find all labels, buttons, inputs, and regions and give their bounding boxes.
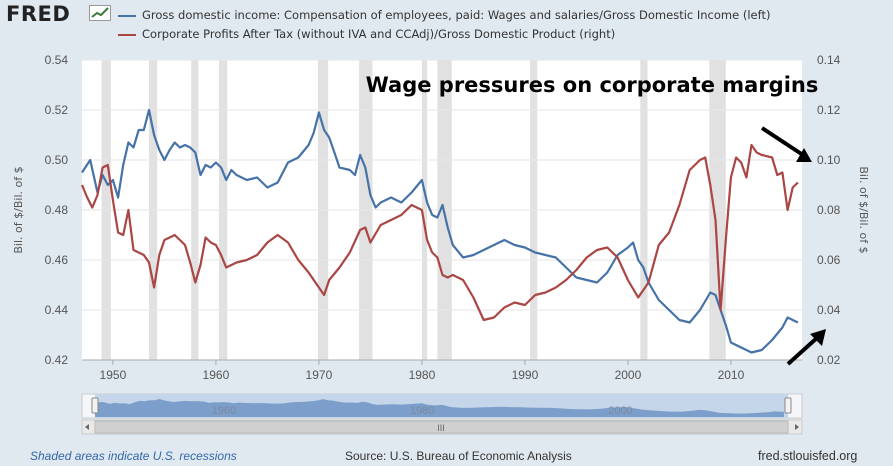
legend-item-profits[interactable]: Corporate Profits After Tax (without IVA…: [118, 27, 615, 41]
plot-area: [80, 59, 802, 361]
y-right-tick-label: 0.06: [817, 253, 841, 267]
x-tick-label: 1950: [100, 368, 127, 382]
series-line-profits: [80, 143, 799, 322]
navigator-handle-right[interactable]: [784, 397, 792, 414]
scrollbar-thumb[interactable]: [94, 420, 789, 434]
fred-logo[interactable]: FRED: [6, 2, 71, 26]
recession-note: Shaded areas indicate U.S. recessions: [30, 449, 237, 463]
y-right-tick-label: 0.10: [817, 153, 841, 167]
y-right-tick-label: 0.04: [817, 303, 841, 317]
x-tick-label: 1970: [306, 368, 333, 382]
chart-title: Wage pressures on corporate margins: [366, 73, 819, 97]
x-tick-label: 1960: [203, 368, 230, 382]
y-axis-right-label: Bil. of $/Bil. of $: [857, 166, 870, 253]
navigator-tick-label: 1980: [410, 405, 434, 417]
y-right-tick-label: 0.12: [817, 103, 841, 117]
y-left-tick-label: 0.50: [45, 153, 69, 167]
navigator-tick-label: 2000: [608, 405, 632, 417]
navigator-ticks: 1960 1980 2000: [212, 405, 633, 417]
chart-header: FRED Gross domestic income: Compensation…: [0, 0, 893, 50]
legend-swatch-blue: [118, 14, 136, 17]
x-tick-label: 1980: [409, 368, 436, 382]
x-axis: 1950 1960 1970 1980 1990 2000 2010: [82, 359, 802, 382]
x-tick-label: 2010: [718, 368, 745, 382]
x-tick-label: 1990: [512, 368, 539, 382]
legend-label-profits: Corporate Profits After Tax (without IVA…: [142, 27, 616, 41]
graph-icon: [89, 5, 111, 21]
scrollbar-grip-icon: III: [437, 423, 445, 433]
range-navigator[interactable]: 1960 1980 2000 III: [81, 393, 803, 435]
navigator-tick-label: 1960: [212, 405, 236, 417]
y-right-tick-label: 0.14: [817, 53, 841, 67]
x-tick-label: 2000: [615, 368, 642, 382]
navigator-handle-left[interactable]: [91, 397, 99, 414]
source-note: Source: U.S. Bureau of Economic Analysis: [345, 449, 572, 463]
site-link[interactable]: fred.stlouisfed.org: [758, 449, 858, 463]
y-left-tick-label: 0.42: [45, 353, 69, 367]
series-line-wages: [81, 108, 799, 354]
legend-item-wages[interactable]: Gross domestic income: Compensation of e…: [118, 8, 770, 22]
scroll-left-icon[interactable]: [85, 424, 89, 430]
chart: 1950 1960 1970 1980 1990 2000 2010 0.420.440.4…: [12, 53, 870, 435]
y-left-tick-label: 0.48: [45, 203, 69, 217]
y-axis-right: 0.02 0.04 0.06 0.08 0.10 0.12 0.14: [817, 53, 841, 367]
y-axis-left: 0.42 0.44 0.46 0.48 0.50 0.52 0.54: [45, 53, 69, 367]
scroll-right-icon[interactable]: [795, 424, 799, 430]
y-left-tick-label: 0.44: [45, 303, 69, 317]
series-lines: [80, 108, 799, 354]
navigator-series: [95, 399, 784, 417]
y-left-tick-label: 0.52: [45, 103, 69, 117]
y-right-tick-label: 0.08: [817, 203, 841, 217]
arrow-up-right-icon: [786, 329, 826, 366]
arrow-down-right-icon: [760, 126, 812, 162]
y-right-tick-label: 0.02: [817, 353, 841, 367]
legend-swatch-red: [118, 33, 136, 36]
legend-label-wages: Gross domestic income: Compensation of e…: [142, 8, 771, 22]
y-left-tick-label: 0.46: [45, 253, 69, 267]
y-left-tick-label: 0.54: [45, 53, 69, 67]
y-axis-left-label: Bil. of $/Bil. of $: [12, 166, 25, 253]
